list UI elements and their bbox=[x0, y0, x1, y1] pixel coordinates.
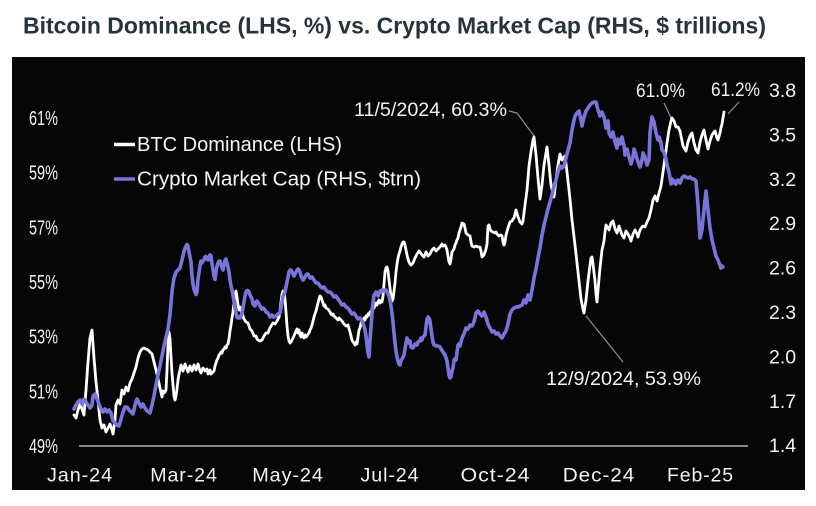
svg-text:Mar-24: Mar-24 bbox=[150, 465, 218, 487]
svg-text:11/5/2024, 60.3%: 11/5/2024, 60.3% bbox=[354, 100, 507, 121]
svg-text:Crypto Market Cap (RHS, $trn): Crypto Market Cap (RHS, $trn) bbox=[137, 169, 421, 191]
svg-text:12/9/2024, 53.9%: 12/9/2024, 53.9% bbox=[546, 369, 701, 390]
svg-text:61%: 61% bbox=[29, 108, 58, 130]
svg-text:Feb-25: Feb-25 bbox=[667, 465, 734, 487]
svg-text:May-24: May-24 bbox=[252, 465, 324, 487]
svg-text:3.2: 3.2 bbox=[769, 169, 796, 191]
svg-text:49%: 49% bbox=[29, 436, 58, 458]
svg-text:3.5: 3.5 bbox=[769, 124, 796, 146]
svg-text:59%: 59% bbox=[29, 163, 58, 185]
svg-text:1.4: 1.4 bbox=[769, 435, 796, 457]
svg-text:2.6: 2.6 bbox=[769, 258, 796, 280]
svg-text:3.8: 3.8 bbox=[769, 80, 796, 102]
svg-text:57%: 57% bbox=[29, 217, 58, 239]
svg-text:BTC Dominance (LHS): BTC Dominance (LHS) bbox=[137, 134, 342, 156]
svg-text:Jan-24: Jan-24 bbox=[47, 465, 113, 487]
svg-text:Oct-24: Oct-24 bbox=[461, 465, 531, 487]
svg-text:1.7: 1.7 bbox=[769, 391, 796, 413]
svg-text:61.0%: 61.0% bbox=[636, 81, 685, 102]
svg-text:Dec-24: Dec-24 bbox=[563, 465, 636, 487]
svg-text:55%: 55% bbox=[29, 272, 58, 294]
svg-text:61.2%: 61.2% bbox=[711, 80, 760, 101]
svg-text:2.3: 2.3 bbox=[769, 302, 796, 324]
svg-text:2.0: 2.0 bbox=[769, 346, 796, 368]
svg-text:2.9: 2.9 bbox=[769, 213, 796, 235]
svg-text:Jul-24: Jul-24 bbox=[361, 465, 420, 487]
svg-text:Bitcoin Dominance (LHS, %) vs.: Bitcoin Dominance (LHS, %) vs. Crypto Ma… bbox=[23, 13, 766, 39]
svg-text:53%: 53% bbox=[29, 327, 58, 349]
svg-text:51%: 51% bbox=[29, 381, 58, 403]
